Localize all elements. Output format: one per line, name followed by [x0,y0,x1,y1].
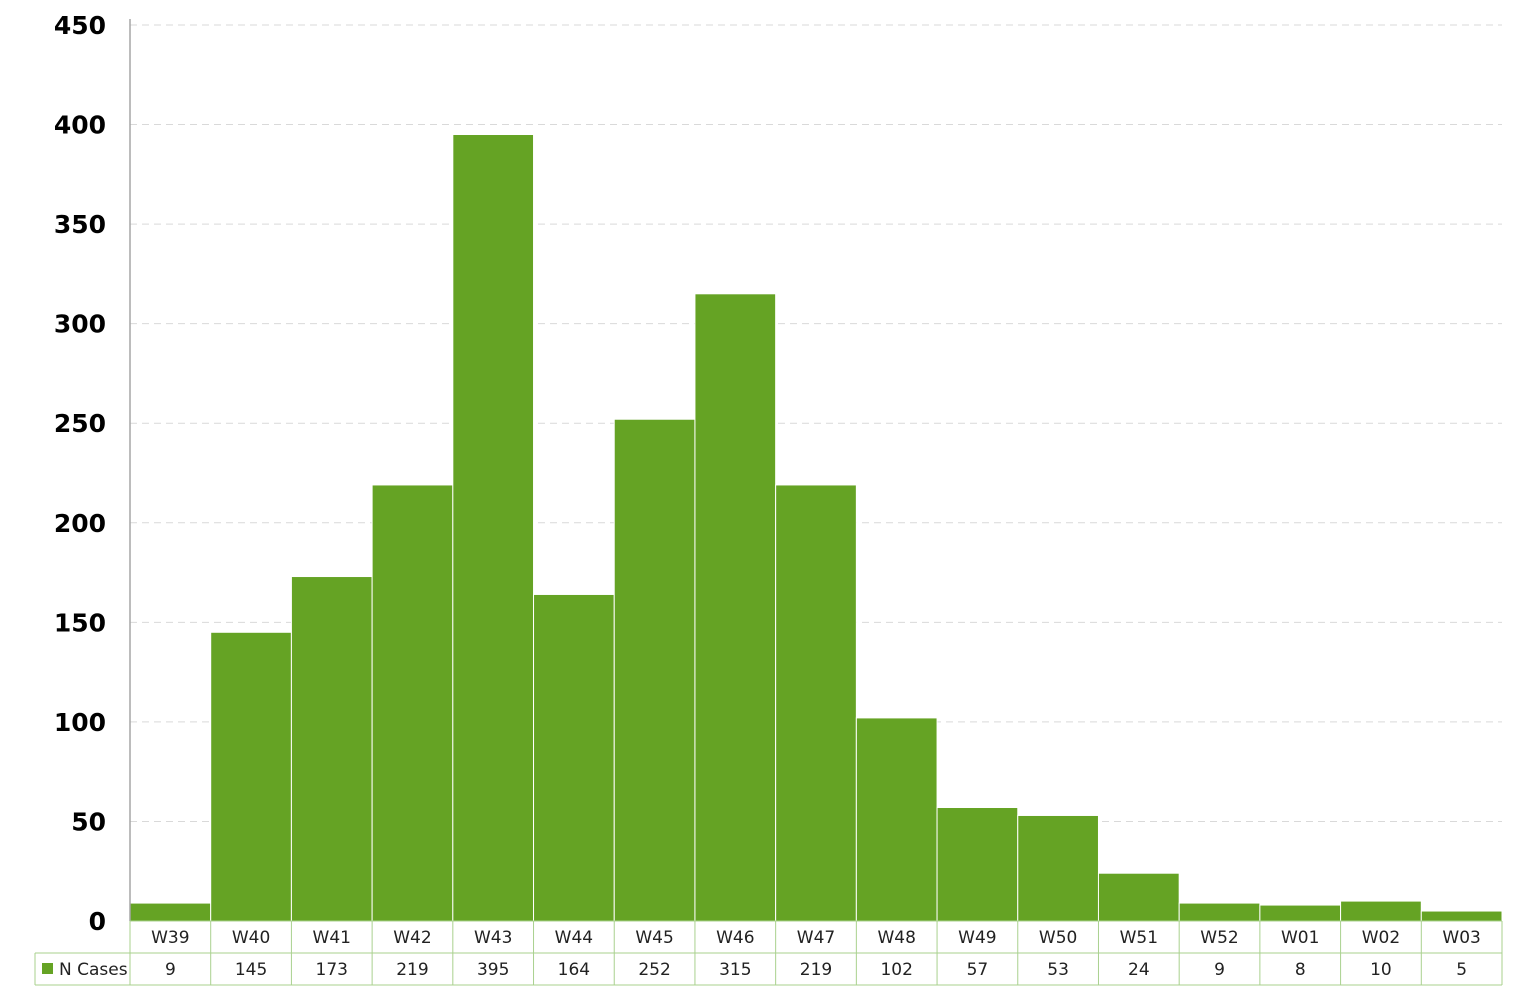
x-tick-label: W47 [797,928,835,948]
data-table-value: 219 [396,960,428,980]
bar-w02 [1340,900,1422,922]
y-tick-label: 200 [54,509,106,538]
y-tick-label: 50 [71,807,106,836]
data-table-value: 145 [235,960,267,980]
data-table-value: 315 [719,960,751,980]
bar-w52 [1178,902,1261,922]
data-table-value: 164 [558,960,590,980]
data-table-value: 24 [1128,960,1150,980]
data-table-value: 9 [165,960,176,980]
x-tick-label: W44 [555,928,593,948]
bar-w41 [290,576,373,922]
data-table-value: 219 [800,960,832,980]
y-axis-ticks: 0 50 100 150 200 250 300 350 400 450 [54,11,106,936]
bar-w45 [613,418,696,922]
data-table-value: 102 [880,960,912,980]
data-table-value: 252 [638,960,670,980]
bar-w46 [694,293,777,922]
x-tick-label: W41 [313,928,351,948]
x-tick-label: W52 [1200,928,1238,948]
y-tick-label: 300 [54,310,106,339]
data-table-value: 5 [1456,960,1467,980]
y-tick-label: 350 [54,210,106,239]
legend-series-name: N Cases [59,960,128,980]
y-tick-label: 150 [54,608,106,637]
bar-w49 [936,807,1019,922]
y-tick-label: 450 [54,11,106,40]
bar-w39 [129,902,212,922]
data-table-value: 57 [967,960,989,980]
x-tick-label: W43 [474,928,512,948]
x-tick-label: W45 [635,928,673,948]
data-table-value: 9 [1214,960,1225,980]
x-tick-label: W03 [1442,928,1480,948]
y-tick-label: 0 [89,907,106,936]
x-tick-label: W48 [877,928,915,948]
x-tick-label: W40 [232,928,270,948]
x-tick-label: W02 [1362,928,1400,948]
x-tick-label: W51 [1120,928,1158,948]
x-tick-label: W49 [958,928,996,948]
data-table-value: 173 [316,960,348,980]
data-table-value: 395 [477,960,509,980]
bar-w03 [1420,910,1503,922]
bar-w48 [855,717,938,922]
bar-w01 [1259,904,1342,922]
x-tick-label: W01 [1281,928,1319,948]
y-tick-label: 250 [54,409,106,438]
x-tick-label: W46 [716,928,754,948]
data-table-value: 10 [1370,960,1392,980]
bar-w42 [371,484,454,922]
x-tick-label: W42 [393,928,431,948]
bar-w43 [452,134,535,922]
bar-w51 [1097,872,1180,922]
bars [129,134,1503,922]
data-table: N Cases W39 9 W40 145 W41 173 W42 219 W43 395 W44 1… [34,920,1503,986]
bar-w47 [775,484,857,922]
y-tick-label: 400 [54,111,106,140]
x-tick-label: W50 [1039,928,1077,948]
y-tick-label: 100 [54,708,106,737]
data-table-value: 53 [1047,960,1069,980]
bar-w50 [1017,814,1099,922]
bar-w40 [210,631,292,922]
data-table-value: 8 [1295,960,1306,980]
bar-w44 [533,593,615,922]
x-tick-label: W39 [151,928,189,948]
legend-swatch [42,963,53,974]
